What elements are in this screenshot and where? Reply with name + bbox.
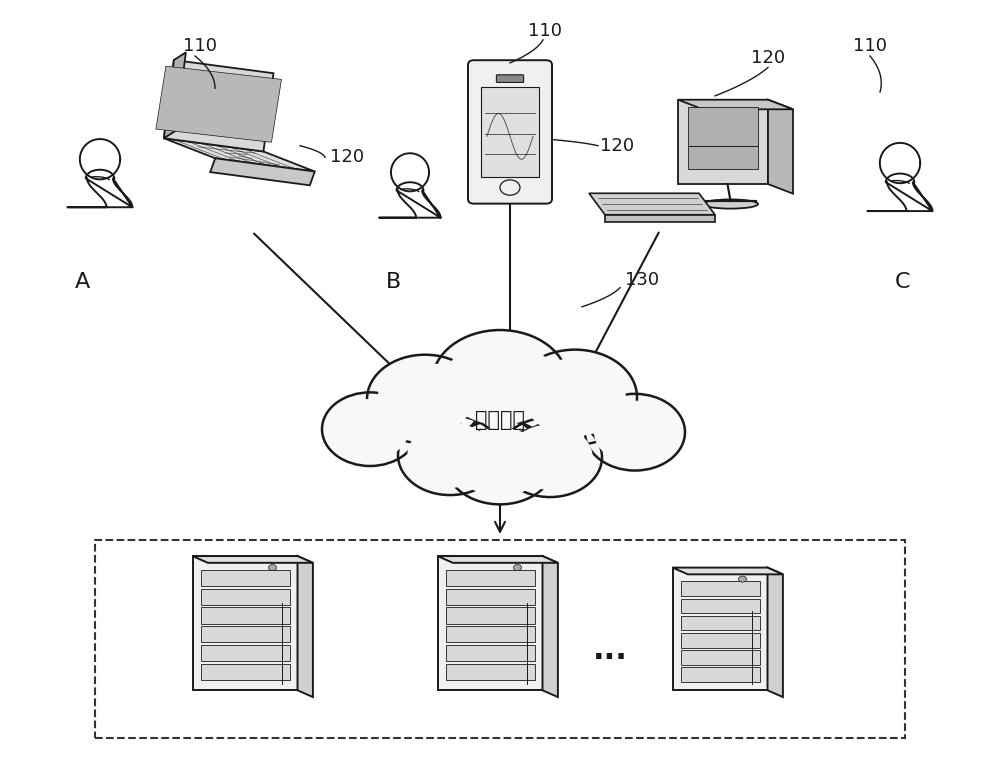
FancyBboxPatch shape	[200, 645, 290, 661]
FancyBboxPatch shape	[468, 61, 552, 204]
FancyBboxPatch shape	[200, 664, 290, 680]
Polygon shape	[678, 100, 793, 110]
Circle shape	[455, 427, 545, 497]
FancyBboxPatch shape	[446, 664, 534, 680]
FancyBboxPatch shape	[672, 568, 768, 690]
FancyBboxPatch shape	[446, 626, 534, 643]
Polygon shape	[672, 568, 783, 574]
FancyBboxPatch shape	[481, 87, 539, 177]
Polygon shape	[678, 100, 768, 184]
Circle shape	[322, 393, 418, 466]
Text: C: C	[894, 272, 910, 292]
Polygon shape	[298, 556, 313, 697]
Circle shape	[524, 358, 626, 436]
Polygon shape	[210, 158, 315, 186]
Circle shape	[738, 576, 746, 582]
Polygon shape	[542, 556, 558, 697]
FancyBboxPatch shape	[680, 598, 760, 614]
Text: A: A	[74, 272, 90, 292]
Text: 110: 110	[183, 37, 217, 55]
Circle shape	[594, 400, 676, 463]
Circle shape	[367, 354, 483, 443]
Polygon shape	[605, 215, 715, 222]
Text: 110: 110	[528, 21, 562, 40]
Circle shape	[407, 423, 493, 488]
FancyBboxPatch shape	[200, 589, 290, 604]
Text: 120: 120	[330, 148, 364, 166]
Circle shape	[377, 363, 473, 436]
Polygon shape	[768, 568, 783, 697]
Circle shape	[514, 565, 522, 571]
Ellipse shape	[703, 199, 758, 209]
Polygon shape	[192, 556, 313, 563]
Circle shape	[585, 393, 685, 470]
FancyBboxPatch shape	[680, 633, 760, 647]
Circle shape	[445, 420, 555, 505]
FancyBboxPatch shape	[446, 645, 534, 661]
Text: ...: ...	[593, 636, 627, 665]
FancyBboxPatch shape	[680, 667, 760, 682]
FancyBboxPatch shape	[680, 650, 760, 665]
Text: 110: 110	[853, 37, 887, 55]
Polygon shape	[589, 193, 715, 215]
Circle shape	[513, 350, 637, 445]
Polygon shape	[164, 138, 315, 172]
Text: 130: 130	[625, 271, 659, 289]
Text: 通信网络: 通信网络	[475, 410, 525, 430]
FancyBboxPatch shape	[438, 556, 542, 690]
FancyBboxPatch shape	[446, 589, 534, 604]
Circle shape	[331, 399, 409, 459]
FancyBboxPatch shape	[200, 626, 290, 643]
FancyBboxPatch shape	[192, 556, 298, 690]
FancyBboxPatch shape	[496, 75, 524, 83]
Text: 120: 120	[600, 137, 634, 155]
Polygon shape	[156, 66, 281, 142]
Circle shape	[444, 340, 556, 425]
Circle shape	[268, 565, 276, 571]
FancyBboxPatch shape	[680, 581, 760, 596]
Circle shape	[432, 330, 568, 434]
Text: B: B	[385, 272, 401, 292]
FancyBboxPatch shape	[446, 607, 534, 624]
Polygon shape	[164, 60, 273, 152]
FancyBboxPatch shape	[680, 616, 760, 630]
Circle shape	[507, 424, 593, 490]
FancyBboxPatch shape	[200, 607, 290, 624]
FancyBboxPatch shape	[200, 570, 290, 586]
Circle shape	[498, 417, 602, 497]
Polygon shape	[164, 52, 186, 138]
Text: 120: 120	[751, 48, 785, 67]
Circle shape	[398, 415, 502, 495]
Polygon shape	[438, 556, 558, 563]
FancyBboxPatch shape	[446, 570, 534, 586]
Polygon shape	[688, 107, 758, 169]
Polygon shape	[768, 100, 793, 193]
